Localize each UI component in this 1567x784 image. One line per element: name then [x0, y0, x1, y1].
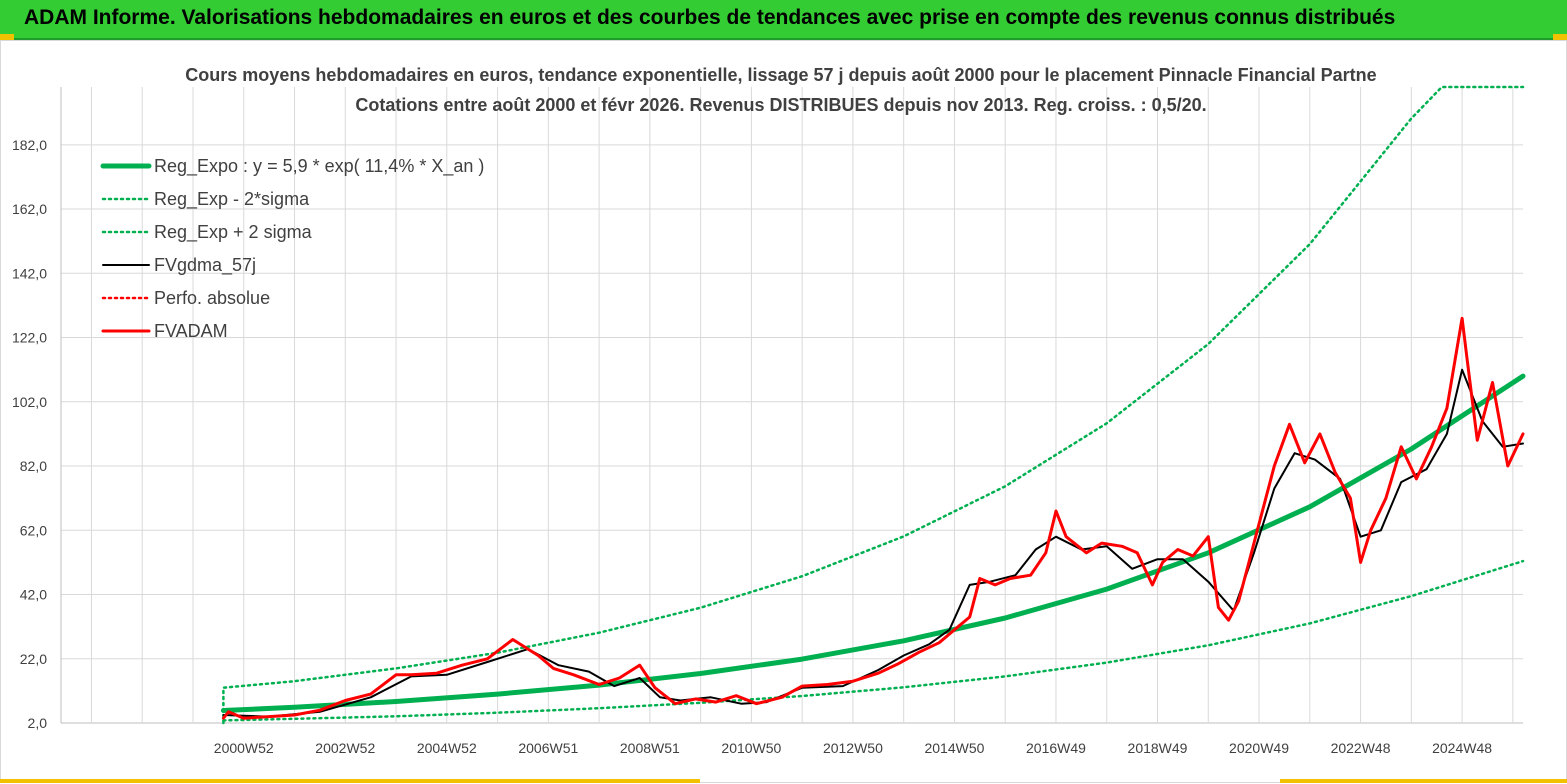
y-tick-label: 62,0	[20, 522, 47, 538]
series-fvadam	[221, 316, 1525, 720]
y-tick-label: 22,0	[20, 651, 47, 667]
x-tick-label: 2000W52	[214, 740, 274, 756]
legend-label: Reg_Exp - 2*sigma	[154, 189, 310, 210]
series-reg-exp-2-sigma	[222, 559, 1525, 722]
x-tick-label: 2020W49	[1229, 740, 1289, 756]
series-fvgdma-57j	[222, 368, 1524, 718]
y-tick-label: 82,0	[20, 458, 47, 474]
legend-label: Perfo. absolue	[154, 288, 270, 308]
legend-label: FVgdma_57j	[154, 255, 256, 276]
y-tick-label: 142,0	[12, 265, 47, 281]
x-tick-label: 2004W52	[417, 740, 477, 756]
y-tick-label: 122,0	[12, 330, 47, 346]
x-tick-label: 2008W51	[620, 740, 680, 756]
series-lines	[220, 85, 1526, 725]
bottom-strip-segment	[0, 779, 700, 783]
series-reg-expo-y-5-9-exp-11-4-x-an	[220, 373, 1526, 713]
y-tick-label: 182,0	[12, 137, 47, 153]
legend-label: FVADAM	[154, 321, 228, 341]
y-tick-label: 2,0	[28, 715, 48, 731]
chart-title: Cours moyens hebdomadaires en euros, ten…	[185, 65, 1376, 85]
x-tick-label: 2012W50	[823, 740, 883, 756]
series-reg-exp-2-sigma	[222, 85, 1525, 725]
x-tick-label: 2016W49	[1026, 740, 1086, 756]
banner-corner-left	[0, 34, 14, 40]
header-banner: ADAM Informe. Valorisations hebdomadaire…	[0, 0, 1567, 40]
y-axis-ticks: 2,0 22,0 42,0 62,0 82,0 102,0 122,0 142,0 162,0 1…	[12, 137, 47, 731]
gridlines	[60, 87, 1523, 724]
report-title: ADAM Informe. Valorisations hebdomadaire…	[24, 6, 1396, 29]
y-tick-label: 162,0	[12, 201, 47, 217]
banner-corner-right	[1553, 34, 1567, 40]
x-tick-label: 2022W48	[1331, 740, 1391, 756]
bottom-strip-segment	[1280, 779, 1567, 783]
chart-subtitle: Cotations entre août 2000 et févr 2026. …	[355, 95, 1206, 115]
chart-area: Cours moyens hebdomadaires en euros, ten…	[0, 40, 1567, 783]
y-tick-label: 42,0	[20, 587, 47, 603]
x-tick-label: 2006W51	[518, 740, 578, 756]
line-chart: Cours moyens hebdomadaires en euros, ten…	[12, 65, 1526, 756]
x-tick-label: 2024W48	[1432, 740, 1492, 756]
x-tick-label: 2002W52	[315, 740, 375, 756]
x-tick-label: 2010W50	[721, 740, 781, 756]
x-tick-label: 2014W50	[924, 740, 984, 756]
x-axis-ticks: 2000W52 2002W52 2004W52 2006W51 2008W51 2010W…	[214, 740, 1492, 756]
bottom-strip	[0, 779, 1567, 783]
legend-label: Reg_Expo : y = 5,9 * exp( 11,4% * X_an )	[154, 156, 484, 177]
y-tick-label: 102,0	[12, 394, 47, 410]
x-tick-label: 2018W49	[1128, 740, 1188, 756]
legend: Reg_Expo : y = 5,9 * exp( 11,4% * X_an )…	[100, 156, 484, 341]
legend-label: Reg_Exp + 2 sigma	[154, 222, 313, 243]
